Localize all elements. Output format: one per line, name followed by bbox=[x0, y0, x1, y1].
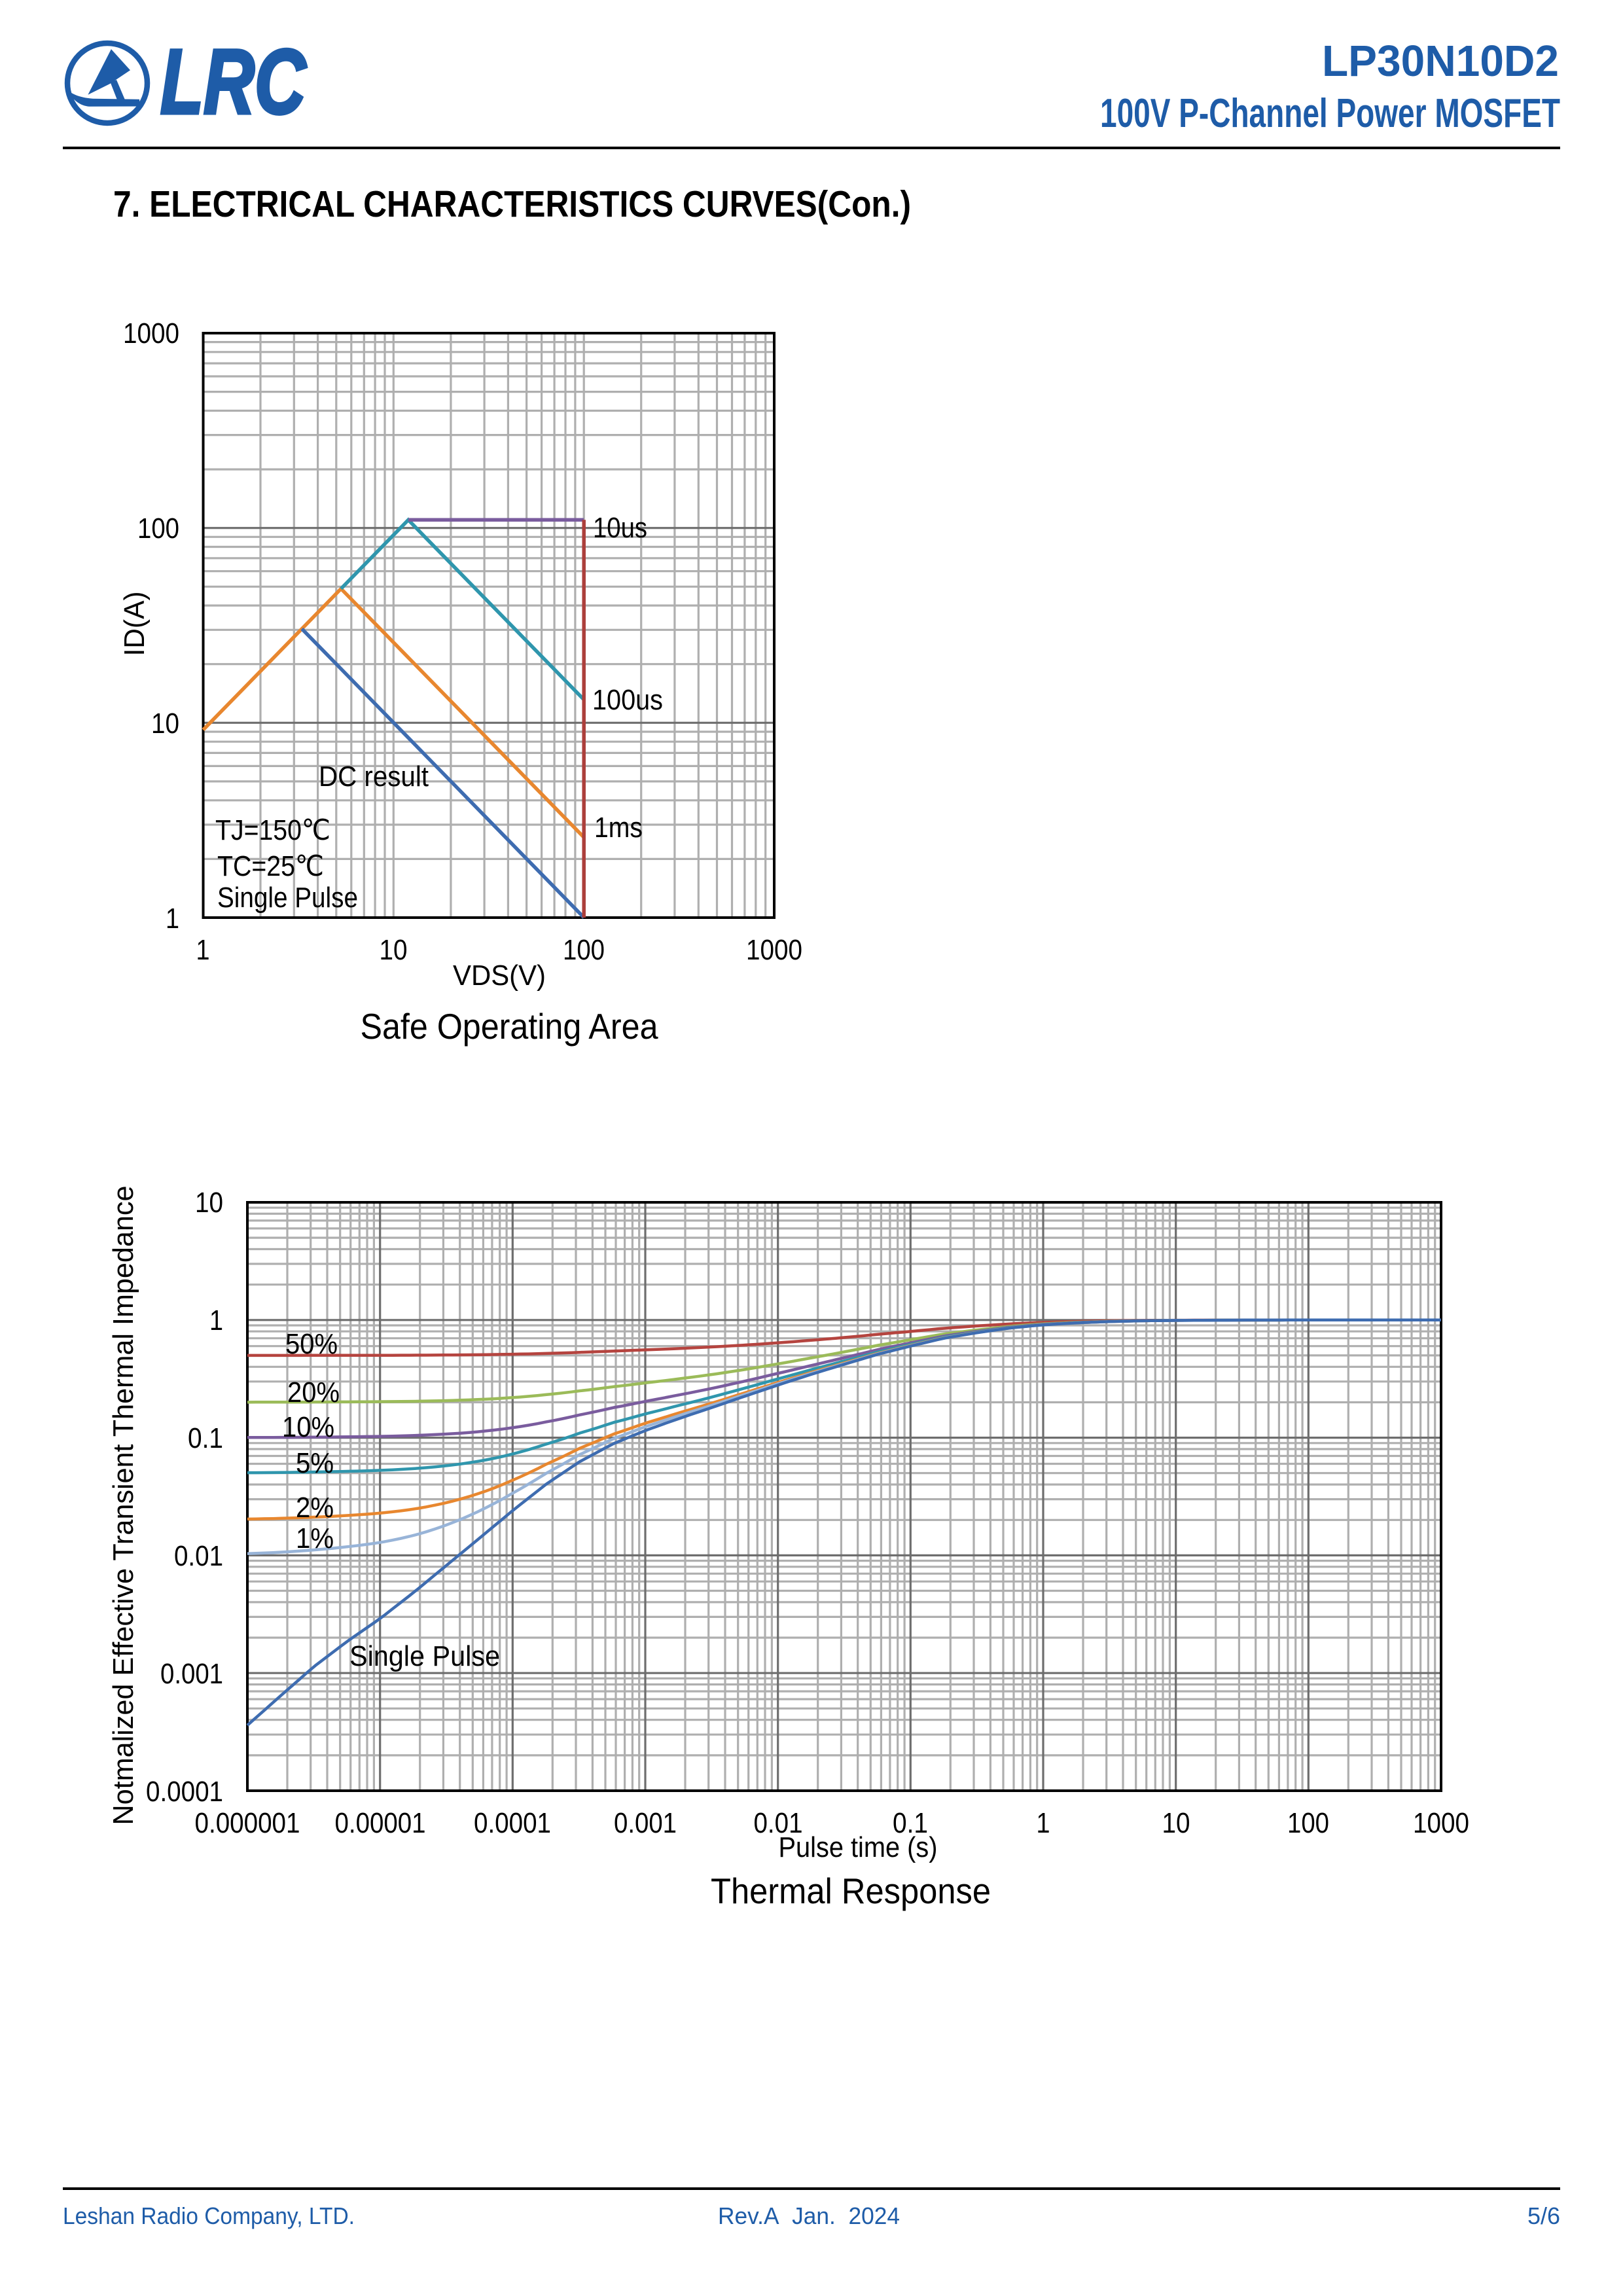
svg-text:0.000001: 0.000001 bbox=[195, 1807, 300, 1839]
svg-text:2%: 2% bbox=[296, 1492, 334, 1524]
svg-text:Notmalized Effective Transient: Notmalized Effective Transient Thermal I… bbox=[107, 1186, 139, 1825]
svg-text:1: 1 bbox=[1037, 1807, 1050, 1839]
svg-text:0.1: 0.1 bbox=[188, 1422, 223, 1454]
svg-text:0.00001: 0.00001 bbox=[335, 1807, 426, 1839]
svg-text:LRC: LRC bbox=[160, 30, 307, 133]
svg-text:VDS(V): VDS(V) bbox=[453, 960, 546, 992]
svg-text:0.1: 0.1 bbox=[893, 1807, 928, 1839]
svg-text:1ms: 1ms bbox=[594, 812, 643, 844]
svg-text:5%: 5% bbox=[296, 1447, 334, 1479]
svg-text:1: 1 bbox=[196, 934, 210, 966]
svg-text:1000: 1000 bbox=[746, 934, 802, 966]
svg-text:Rev.A Jan. 2024: Rev.A Jan. 2024 bbox=[718, 2202, 900, 2229]
svg-text:100: 100 bbox=[563, 934, 605, 966]
svg-text:1000: 1000 bbox=[1413, 1807, 1469, 1839]
svg-text:Leshan Radio Company, LTD.: Leshan Radio Company, LTD. bbox=[63, 2202, 355, 2229]
svg-text:7. ELECTRICAL CHARACTERISTICS: 7. ELECTRICAL CHARACTERISTICS CURVES(Con… bbox=[113, 183, 911, 225]
svg-text:100us: 100us bbox=[592, 684, 663, 716]
svg-text:Thermal Response: Thermal Response bbox=[711, 1871, 991, 1911]
svg-text:1: 1 bbox=[166, 903, 179, 935]
svg-text:0.01: 0.01 bbox=[754, 1807, 803, 1839]
svg-text:0.0001: 0.0001 bbox=[474, 1807, 551, 1839]
svg-text:10: 10 bbox=[151, 708, 179, 740]
svg-text:50%: 50% bbox=[285, 1328, 338, 1360]
svg-text:1%: 1% bbox=[296, 1522, 334, 1554]
svg-text:10us: 10us bbox=[593, 512, 647, 544]
svg-text:Single Pulse: Single Pulse bbox=[349, 1640, 500, 1672]
svg-text:TC=25℃: TC=25℃ bbox=[217, 850, 324, 882]
svg-text:0.001: 0.001 bbox=[160, 1658, 223, 1690]
svg-text:100: 100 bbox=[137, 512, 179, 545]
svg-text:10: 10 bbox=[195, 1187, 223, 1219]
svg-text:Single Pulse: Single Pulse bbox=[217, 882, 358, 914]
svg-text:0.001: 0.001 bbox=[614, 1807, 677, 1839]
svg-text:1: 1 bbox=[209, 1304, 223, 1336]
svg-text:10: 10 bbox=[1162, 1807, 1190, 1839]
svg-text:1000: 1000 bbox=[123, 317, 179, 350]
svg-text:DC result: DC result bbox=[319, 761, 429, 793]
svg-text:Safe Operating Area: Safe Operating Area bbox=[361, 1006, 658, 1047]
svg-text:Pulse time (s): Pulse time (s) bbox=[779, 1831, 938, 1863]
svg-text:LP30N10D2: LP30N10D2 bbox=[1322, 37, 1559, 86]
svg-text:100: 100 bbox=[1287, 1807, 1329, 1839]
svg-text:0.0001: 0.0001 bbox=[146, 1776, 223, 1808]
svg-text:100V P-Channel Power MOSFET: 100V P-Channel Power MOSFET bbox=[1100, 91, 1560, 136]
svg-text:ID(A): ID(A) bbox=[118, 592, 151, 656]
svg-text:10: 10 bbox=[380, 934, 408, 966]
svg-text:20%: 20% bbox=[287, 1376, 340, 1408]
svg-text:5/6: 5/6 bbox=[1527, 2202, 1560, 2229]
svg-text:0.01: 0.01 bbox=[174, 1540, 223, 1572]
svg-text:TJ=150℃: TJ=150℃ bbox=[215, 814, 330, 846]
svg-text:10%: 10% bbox=[282, 1411, 334, 1443]
